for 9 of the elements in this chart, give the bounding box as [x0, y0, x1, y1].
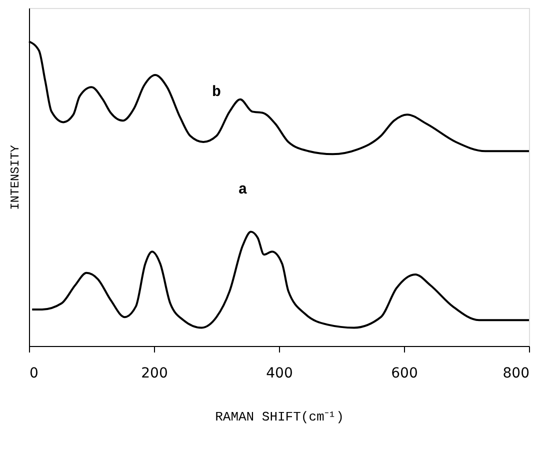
series-label: b [212, 84, 222, 101]
x-tick-label: 200 [141, 366, 168, 382]
x-tick-label: 0 [30, 366, 38, 382]
x-tick-label: 600 [391, 366, 418, 382]
text: a [238, 182, 248, 199]
x-axis-title: RAMAN SHIFT(cm⁻¹) [215, 410, 344, 424]
y-axis-title: INTENSITY [8, 145, 22, 210]
x-tick-label: 800 [502, 366, 530, 382]
x-tick-label: 400 [266, 366, 293, 382]
